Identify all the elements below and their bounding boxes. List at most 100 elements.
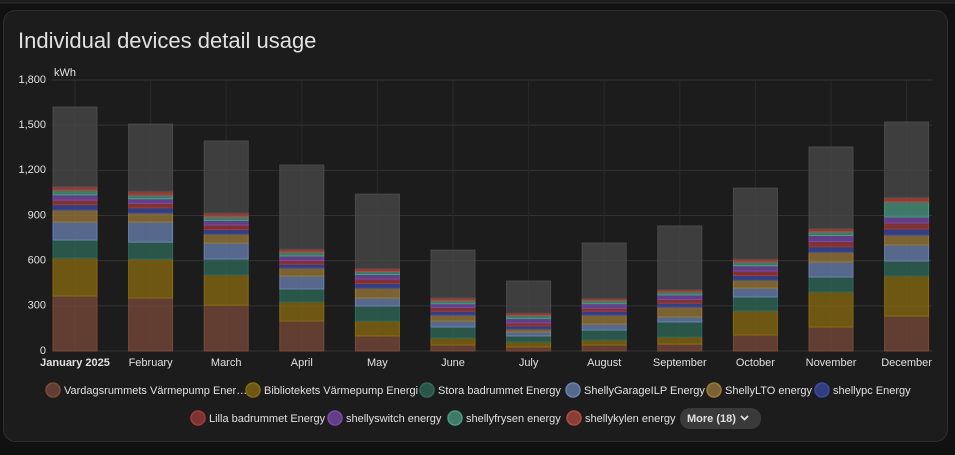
- bar-segment: [506, 346, 552, 352]
- bar-segment: [128, 198, 174, 204]
- bar-segment: [808, 146, 854, 230]
- bar-segment: [128, 123, 174, 192]
- x-tick-label: July: [519, 357, 539, 369]
- bar-segment: [354, 335, 400, 352]
- bar-segment: [657, 336, 703, 345]
- bar-segment: [203, 274, 249, 306]
- legend-swatch: [327, 410, 343, 426]
- bar-segment: [732, 296, 778, 312]
- bar-segment: [279, 320, 325, 352]
- legend-swatch: [419, 382, 435, 398]
- bar-segment: [506, 317, 552, 324]
- bar-segment: [581, 303, 627, 309]
- chevron-icon: [740, 415, 749, 421]
- bar-segment: [52, 194, 98, 201]
- x-tick-label: February: [129, 357, 174, 369]
- bar-segment: [128, 221, 174, 243]
- legend: Vardagsrummets Värmepump Ener… Biblioteke…: [45, 382, 911, 429]
- legend-label[interactable]: ShellyGarageILP Energy: [584, 385, 705, 397]
- bar-segment: [808, 241, 854, 248]
- x-tick-label: April: [291, 357, 313, 369]
- bar-segment: [203, 304, 249, 352]
- legend-swatch: [245, 382, 261, 398]
- bar-segment: [354, 193, 400, 269]
- bar-segment: [808, 326, 854, 352]
- bar-segment: [279, 251, 325, 257]
- legend-swatch: [814, 382, 830, 398]
- legend-label[interactable]: shellypc Energy: [833, 385, 911, 397]
- bar-segment: [884, 275, 930, 317]
- bar-segment: [732, 279, 778, 289]
- bar-segment: [203, 140, 249, 214]
- bar-segment: [808, 231, 854, 237]
- bar-segment: [52, 204, 98, 211]
- bar-segment: [657, 299, 703, 304]
- legend-swatch: [45, 382, 61, 398]
- legend-label[interactable]: ShellyLTO energy: [725, 385, 813, 397]
- bar-segment: [128, 207, 174, 214]
- legend-label[interactable]: shellyswitch energy: [346, 413, 442, 425]
- bar-segment: [430, 310, 476, 316]
- y-tick-label: 300: [28, 300, 46, 312]
- x-tick-label: October: [736, 357, 775, 369]
- bar-segment: [52, 209, 98, 223]
- bar-segment: [506, 341, 552, 348]
- bar-segment: [52, 189, 98, 196]
- more-button-label[interactable]: More (18): [687, 413, 736, 425]
- bar-segment: [657, 321, 703, 338]
- bar-segment: [732, 187, 778, 260]
- more-button[interactable]: [680, 408, 761, 429]
- bar-segment: [581, 339, 627, 346]
- bar-segment: [884, 260, 930, 277]
- bar-segment: [128, 258, 174, 299]
- x-tick-label: December: [881, 357, 932, 369]
- bar-segment: [52, 106, 98, 188]
- y-axis-label: kWh: [54, 67, 76, 79]
- legend-label[interactable]: shellykylen energy: [585, 413, 676, 425]
- legend-label[interactable]: shellyfrysen energy: [466, 413, 561, 425]
- y-tick-label: 1,500: [18, 119, 46, 131]
- bar-segment: [52, 199, 98, 206]
- y-tick-label: 600: [28, 255, 46, 267]
- bar-segment: [732, 261, 778, 267]
- bar-segment: [203, 224, 249, 231]
- bar-segment: [657, 302, 703, 308]
- bar-segment: [279, 263, 325, 269]
- bar-segment: [279, 267, 325, 277]
- bar-segment: [203, 258, 249, 276]
- bar-segment: [128, 194, 174, 200]
- bar-segment: [279, 260, 325, 265]
- bar-segment: [128, 212, 174, 223]
- bar-segment: [354, 283, 400, 289]
- x-tick-label: January 2025: [40, 357, 110, 369]
- legend-swatch: [565, 382, 581, 398]
- bar-segment: [732, 265, 778, 272]
- bar-segment: [52, 186, 98, 191]
- legend-label[interactable]: Stora badrummet Energy: [438, 385, 561, 397]
- legend-label[interactable]: Vardagsrummets Värmepump Ener…: [64, 385, 247, 397]
- bar-segment: [808, 291, 854, 328]
- bar-segment: [657, 306, 703, 318]
- bar-segment: [732, 287, 778, 298]
- bar-segment: [808, 235, 854, 243]
- bar-segment: [732, 275, 778, 281]
- x-tick-label: June: [441, 357, 465, 369]
- y-tick-label: 1,800: [18, 74, 46, 86]
- bar-segment: [354, 320, 400, 337]
- bar-segment: [354, 287, 400, 299]
- bar-segment: [808, 276, 854, 293]
- bar-segment: [884, 216, 930, 224]
- bar-segment: [52, 257, 98, 297]
- bar-segment: [884, 228, 930, 236]
- legend-label[interactable]: Bibliotekets Värmepump Energi: [264, 385, 418, 397]
- chart-title: Individual devices detail usage: [18, 28, 316, 53]
- legend-label[interactable]: Lilla badrummet Energy: [209, 413, 326, 425]
- bars: [52, 106, 930, 352]
- bar-segment: [506, 331, 552, 337]
- bar-segment: [581, 242, 627, 299]
- bar-segment: [884, 222, 930, 230]
- bar-segment: [203, 219, 249, 226]
- bar-segment: [203, 229, 249, 235]
- x-tick-label: August: [587, 357, 621, 369]
